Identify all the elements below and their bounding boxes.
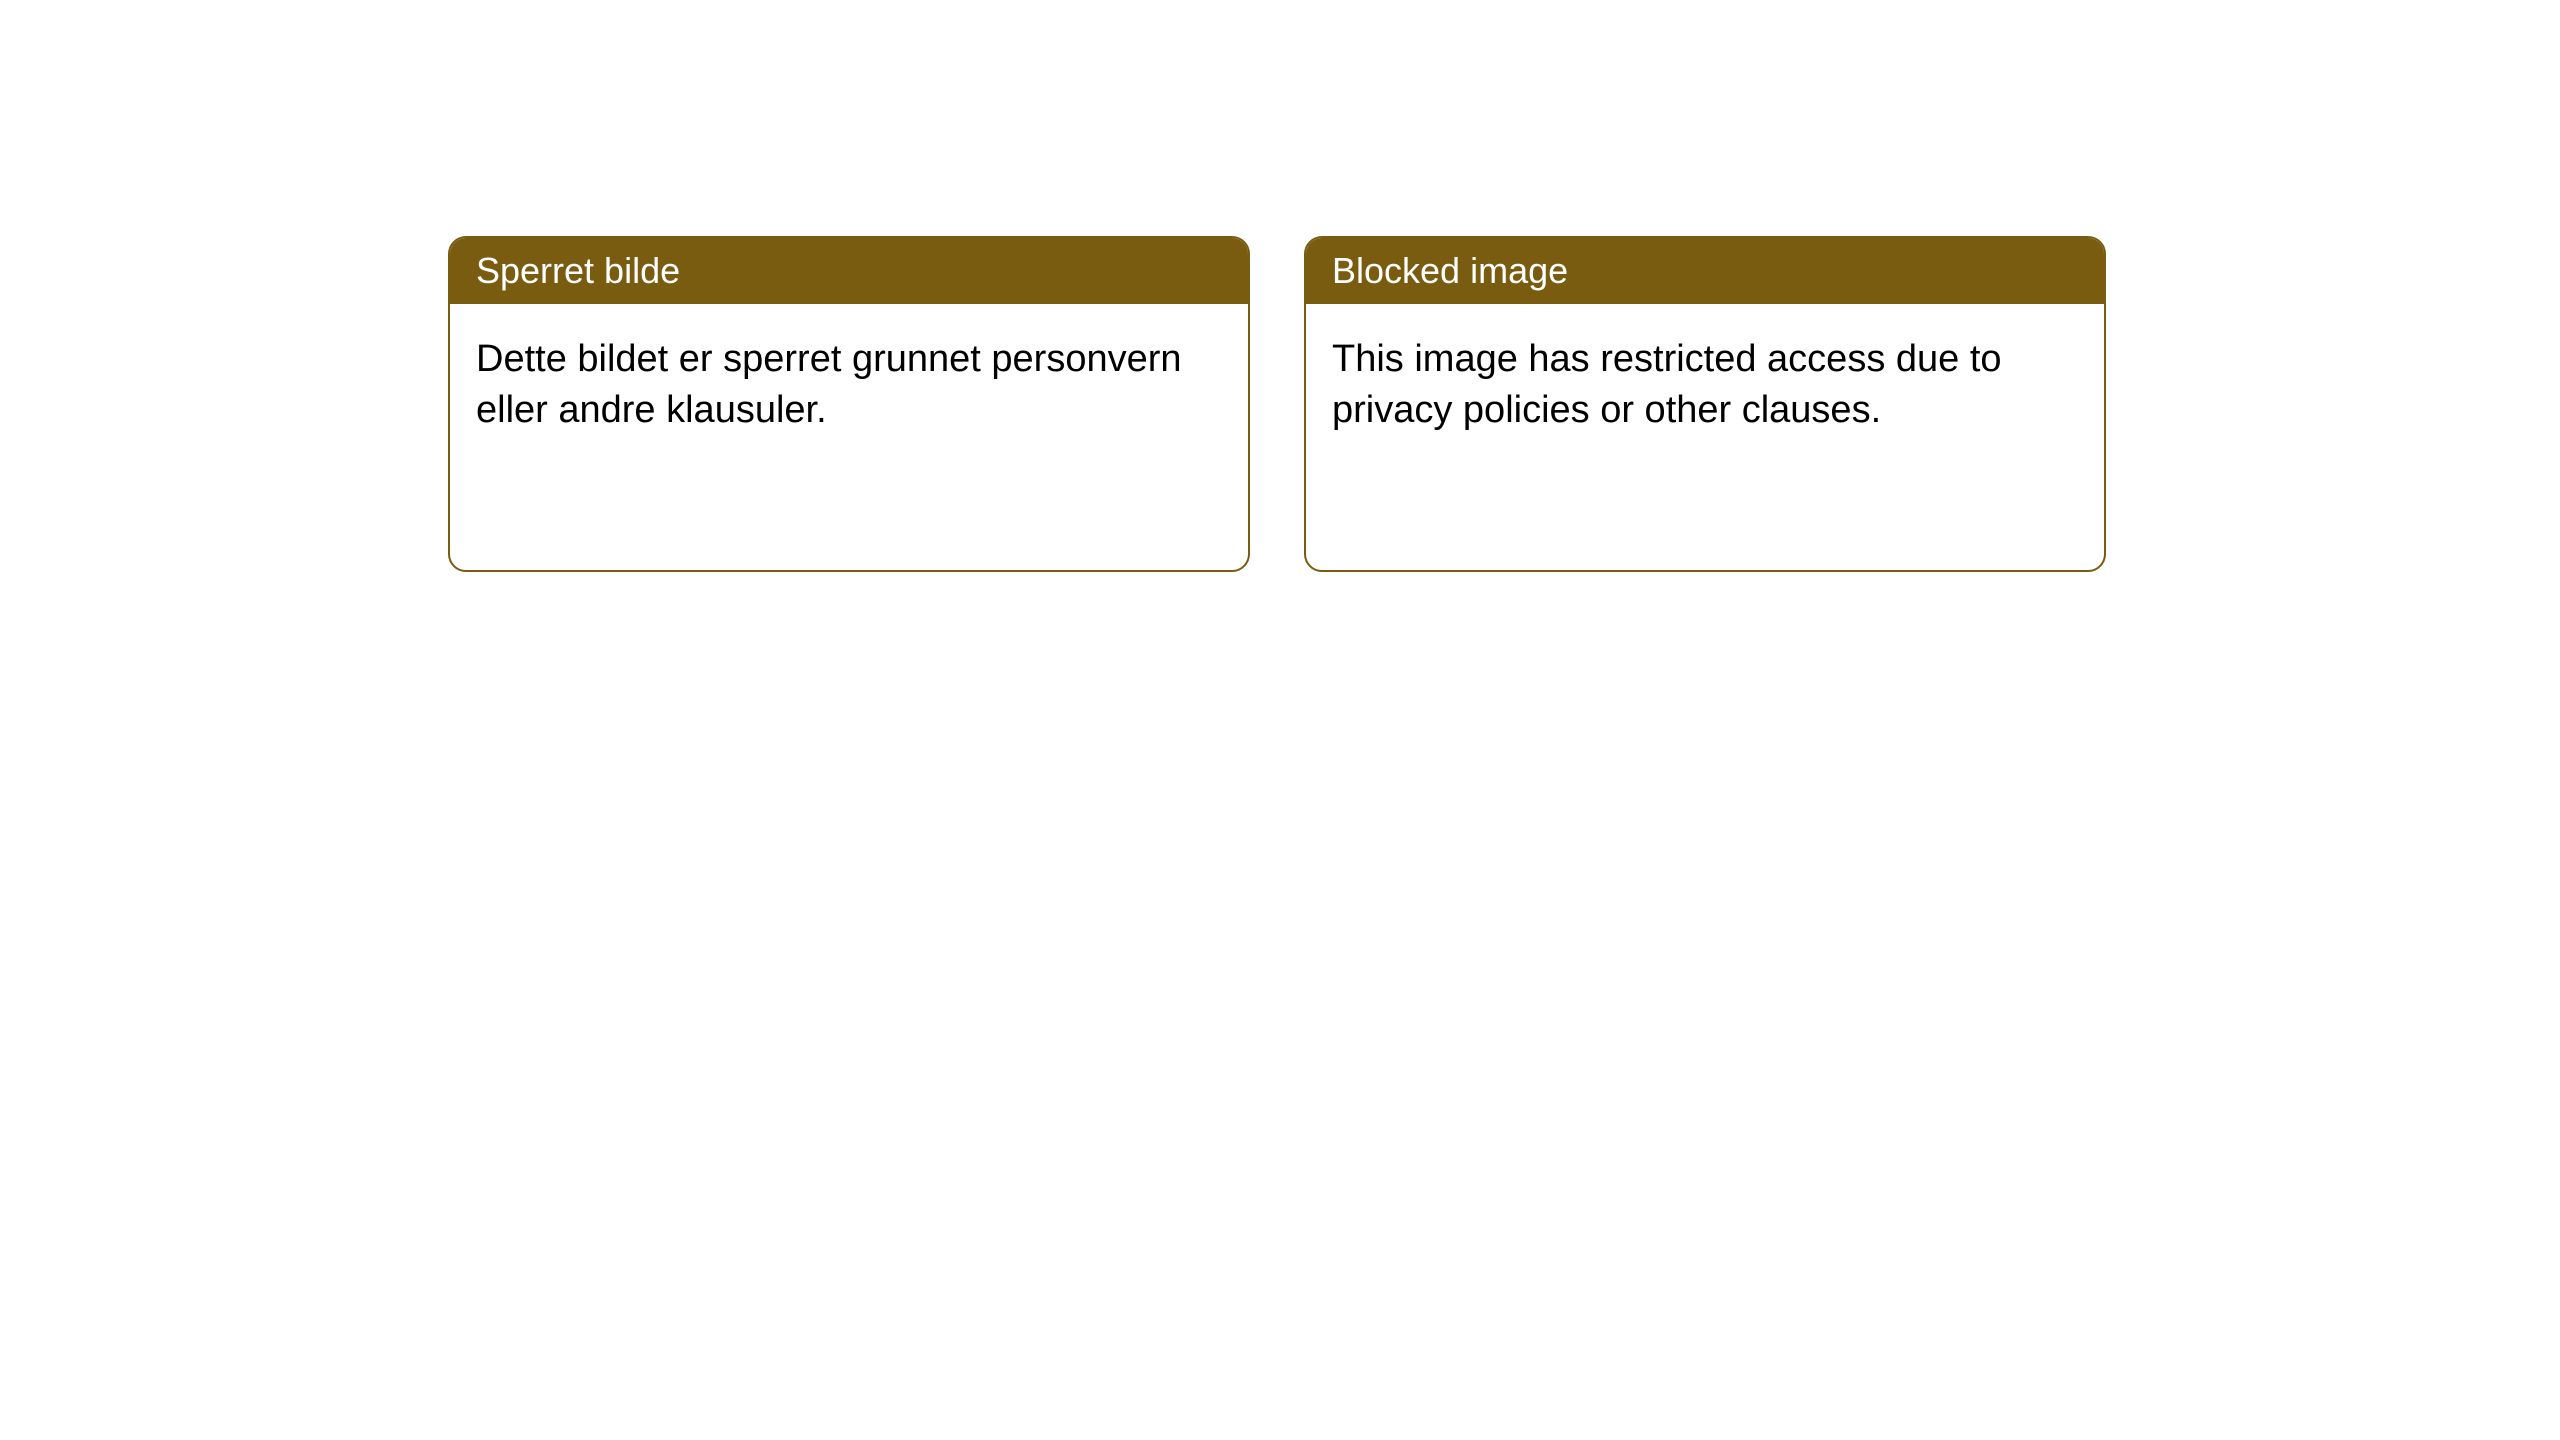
notice-container: Sperret bilde Dette bildet er sperret gr… (0, 0, 2560, 572)
notice-body: This image has restricted access due to … (1306, 304, 2104, 467)
notice-card-norwegian: Sperret bilde Dette bildet er sperret gr… (448, 236, 1250, 572)
notice-title: Sperret bilde (450, 238, 1248, 304)
notice-body: Dette bildet er sperret grunnet personve… (450, 304, 1248, 467)
notice-card-english: Blocked image This image has restricted … (1304, 236, 2106, 572)
notice-title: Blocked image (1306, 238, 2104, 304)
